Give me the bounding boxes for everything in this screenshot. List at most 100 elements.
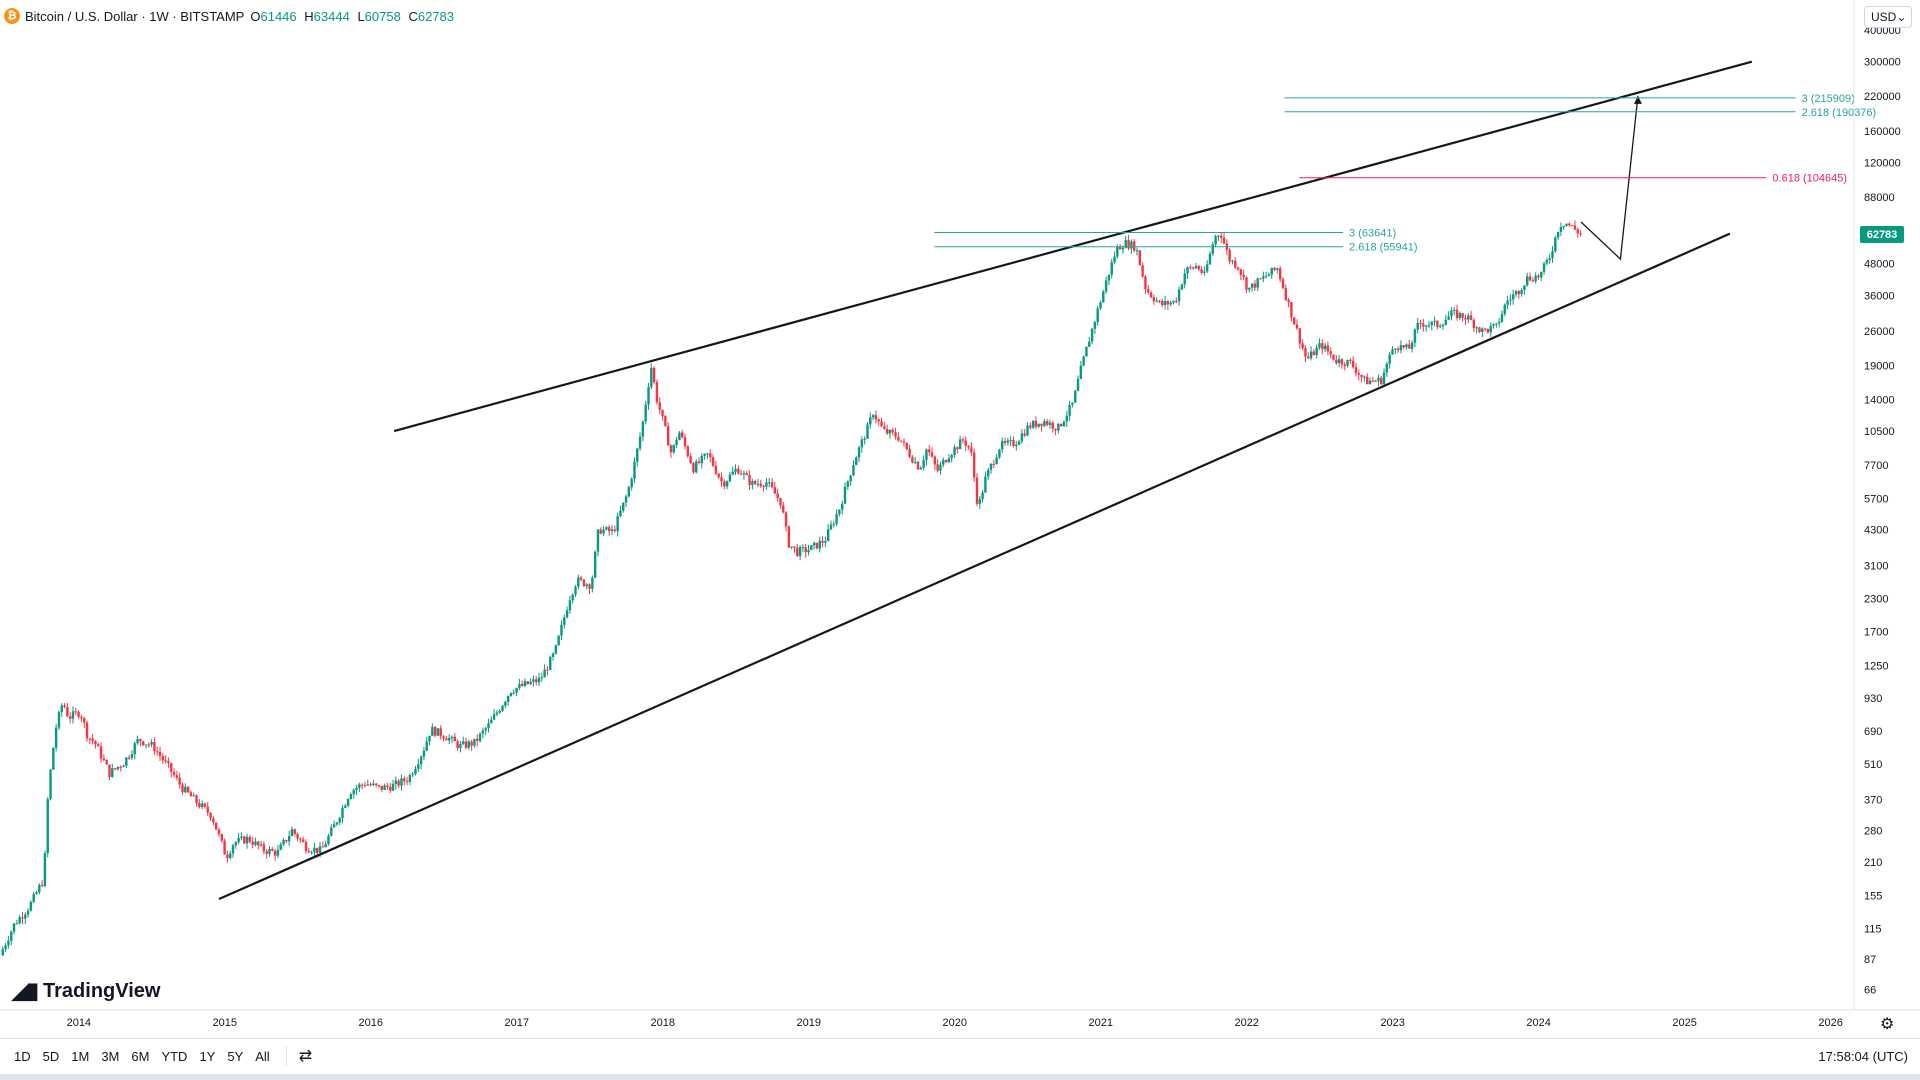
candle	[812, 541, 816, 550]
candle	[1450, 307, 1453, 321]
candle-body	[916, 461, 920, 470]
candle	[403, 776, 406, 786]
candle-body	[610, 529, 614, 532]
candle-body	[1253, 283, 1257, 288]
candle	[1234, 257, 1237, 270]
settings-icon[interactable]: ⚙	[1880, 1016, 1895, 1033]
candle	[1363, 375, 1366, 382]
candle	[869, 412, 872, 429]
candle-body	[1116, 246, 1119, 257]
candle-body	[1430, 321, 1433, 326]
candle-body	[1323, 345, 1327, 350]
candle	[102, 754, 106, 762]
candle-body	[206, 806, 209, 813]
candle	[1222, 232, 1226, 245]
candle	[1228, 247, 1231, 265]
candle	[99, 742, 103, 763]
candle-body	[518, 683, 521, 688]
range-1m-button[interactable]: 1M	[71, 1048, 90, 1064]
range-1d-button[interactable]: 1D	[14, 1048, 31, 1064]
candle	[1158, 299, 1161, 303]
candle-body	[532, 679, 535, 682]
candle	[88, 737, 92, 745]
candle-body	[52, 747, 55, 770]
candle	[829, 520, 833, 531]
candle	[1576, 227, 1579, 238]
candle-body	[1191, 267, 1195, 269]
candle-body	[1562, 225, 1565, 228]
candle-body	[995, 457, 998, 465]
candle-body	[1141, 265, 1144, 277]
candle-body	[1385, 363, 1389, 373]
range-all-button[interactable]: All	[255, 1048, 270, 1064]
candle-body	[1349, 359, 1352, 361]
candle-body	[1458, 313, 1462, 319]
range-6m-button[interactable]: 6M	[131, 1048, 150, 1064]
candle	[1312, 349, 1316, 356]
plot-area[interactable]: 3 (215909) 2.618 (190376) 0.618 (104645) 3 …	[1, 60, 1877, 956]
symbol-title[interactable]: Bitcoin / U.S. Dollar · 1W · BITSTAMP	[25, 8, 245, 24]
open-value: 61446	[260, 8, 297, 24]
candle-body	[596, 529, 600, 552]
candle-body	[1161, 301, 1164, 306]
candle-body	[1469, 315, 1473, 320]
candle-body	[133, 743, 136, 755]
candle-body	[1090, 328, 1094, 342]
candle	[1486, 328, 1490, 334]
range-5y-button[interactable]: 5Y	[227, 1048, 244, 1064]
price-axis[interactable]: 400000 300000 220000 160000 120000 88000 48000…	[1864, 25, 1901, 997]
candle	[419, 755, 423, 770]
candle-body	[529, 681, 532, 685]
candle-body	[815, 542, 819, 549]
candle	[815, 542, 819, 550]
candle-body	[773, 487, 777, 494]
candle	[784, 511, 788, 532]
candle	[958, 435, 962, 450]
candle-body	[961, 439, 965, 441]
candle-body	[122, 765, 125, 768]
candle	[349, 792, 353, 800]
candle-body	[1211, 244, 1214, 254]
time-axis[interactable]: 2014 2015 2016 2017 2018 2019 2020 2021 2022 2023…	[67, 1017, 1843, 1029]
candle-body	[593, 551, 597, 578]
candle	[770, 478, 774, 489]
candle-body	[38, 885, 41, 893]
candle	[1380, 375, 1383, 386]
candle-body	[1166, 301, 1170, 305]
tradingview-logo[interactable]: ◢▮ TradingView	[12, 978, 160, 1004]
candle	[633, 457, 636, 483]
candle	[1127, 234, 1130, 251]
symbol-legend[interactable]: ₿ Bitcoin / U.S. Dollar · 1W · BITSTAMP …	[4, 6, 458, 26]
time-tick-label: 2019	[797, 1017, 821, 1029]
candle	[1360, 374, 1363, 383]
candle-body	[257, 841, 260, 846]
candle	[644, 400, 647, 425]
candle-body	[209, 812, 212, 819]
candle-body	[585, 584, 588, 587]
candle	[1298, 328, 1302, 349]
candle-body	[321, 846, 325, 848]
candle	[933, 455, 937, 470]
candle-body	[1074, 390, 1077, 403]
range-3m-button[interactable]: 3M	[101, 1048, 120, 1064]
candle-body	[650, 367, 653, 388]
candle-body	[1511, 294, 1515, 300]
candle-body	[1433, 320, 1436, 322]
candle	[1031, 419, 1035, 430]
candle-body	[664, 416, 667, 427]
range-1y-button[interactable]: 1Y	[199, 1048, 216, 1064]
time-tick-label: 2026	[1818, 1017, 1842, 1029]
candle	[1141, 262, 1144, 278]
range-5d-button[interactable]: 5D	[42, 1048, 60, 1064]
utc-clock[interactable]: 17:58:04 (UTC)	[1818, 1048, 1908, 1064]
candle	[1166, 300, 1170, 310]
candle	[557, 634, 560, 646]
candle	[1099, 300, 1102, 311]
candle-body	[1413, 329, 1417, 343]
currency-selector[interactable]: USD ⌄	[1864, 6, 1912, 28]
date-range-icon[interactable]: ⇄	[298, 1048, 313, 1065]
candle-body	[739, 473, 743, 475]
range-ytd-button[interactable]: YTD	[161, 1048, 188, 1064]
candle	[321, 841, 325, 848]
